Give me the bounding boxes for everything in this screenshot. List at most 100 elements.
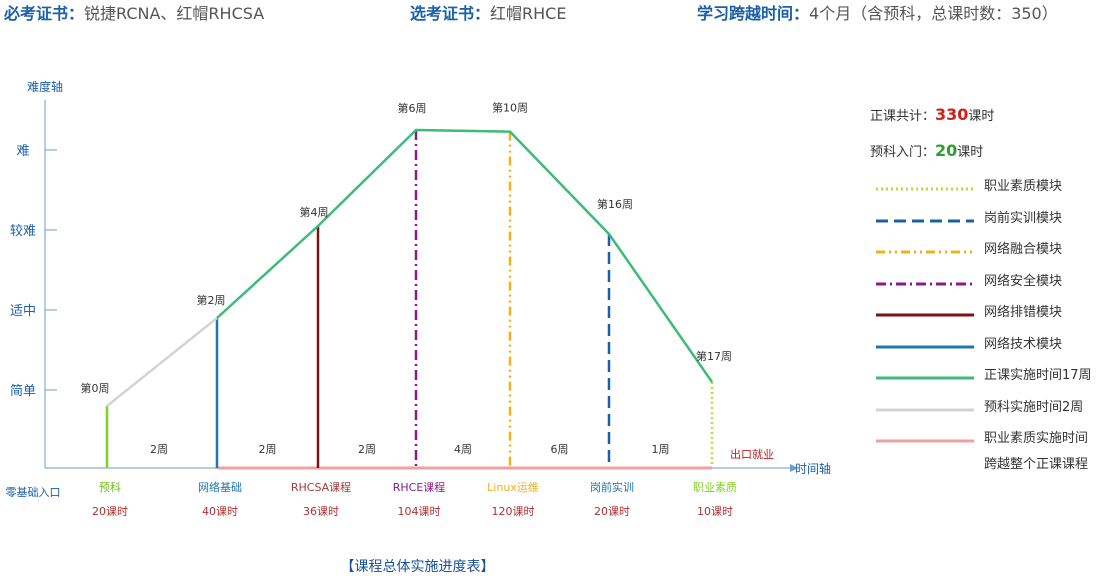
week-label: 第17周 <box>696 349 732 363</box>
difficulty-curve <box>106 128 714 407</box>
optional-cert-label: 选考证书： <box>410 4 491 23</box>
exit-label: 出口就业 <box>730 447 774 461</box>
pre-hours-stat: 预科入门：20课时 <box>870 136 1100 172</box>
optional-cert-value: 红帽RHCE <box>490 4 567 23</box>
legend-list: 职业素质模块 岗前实训模块 网络融合模块 网络安全模块 网络排错模块 网络技术模块正课实施… <box>870 178 1100 472</box>
module-name: 网络基础 <box>198 480 242 494</box>
legend-swatch <box>876 345 974 348</box>
legend-swatch <box>876 439 974 443</box>
module-hours: 20课时 <box>594 505 630 518</box>
duration-label: 4周 <box>454 443 472 456</box>
legend-label-line: 网络技术模块 <box>984 336 1063 352</box>
main-hours-stat: 正课共计：330课时 <box>870 100 1100 136</box>
module-hours: 104课时 <box>398 505 441 518</box>
legend-item: 正课实施时间17周 <box>870 367 1100 399</box>
optional-cert: 选考证书：红帽RHCE <box>410 0 566 24</box>
y-tick-label: 简单 <box>10 383 36 399</box>
module-name: 职业素质 <box>693 481 737 494</box>
module-hours: 40课时 <box>202 505 238 518</box>
module-hours: 10课时 <box>697 505 733 518</box>
legend-item: 岗前实训模块 <box>870 210 1100 242</box>
duration-label: 6周 <box>551 443 569 456</box>
module-hours: 36课时 <box>303 505 339 518</box>
pre-hours-suffix: 课时 <box>957 145 984 160</box>
week-label: 第2周 <box>197 293 226 307</box>
legend-item: 网络技术模块 <box>870 336 1100 368</box>
legend-label: 预科实施时间2周 <box>984 399 1083 417</box>
module-hours: 120课时 <box>492 505 535 518</box>
legend-item: 网络融合模块 <box>870 241 1100 273</box>
chart-caption: 【课程总体实施进度表】 <box>340 559 495 575</box>
legend-label-line: 正课实施时间17周 <box>984 368 1092 383</box>
module-lines <box>105 130 714 470</box>
main-hours-prefix: 正课共计： <box>870 109 936 124</box>
legend-label: 网络融合模块 <box>984 241 1062 259</box>
y-tick-label: 适中 <box>10 304 36 319</box>
legend-label-line: 职业素质模块 <box>984 179 1063 194</box>
legend-label: 正课实施时间17周 <box>984 367 1092 385</box>
y-tick-label: 难 <box>16 144 29 159</box>
week-label: 第6周 <box>398 101 427 115</box>
module-name: Linux运维 <box>487 481 539 494</box>
study-time: 学习跨越时间：4个月（含预科，总课时数：350） <box>697 0 1058 24</box>
legend-item: 职业素质模块 <box>870 178 1100 210</box>
legend-swatch <box>876 282 974 285</box>
legend-label-line: 预科实施时间2周 <box>984 399 1084 415</box>
required-cert-label: 必考证书： <box>4 4 85 23</box>
curve-segment <box>106 317 218 407</box>
duration-label: 2周 <box>150 443 168 456</box>
legend-panel: 正课共计：330课时 预科入门：20课时 职业素质模块 岗前实训模块 网络融合模块网… <box>870 100 1100 472</box>
study-time-value: 4个月（含预科，总课时数：350） <box>809 4 1058 23</box>
module-name: 预科 <box>99 480 121 494</box>
week-label: 第10周 <box>492 101 528 115</box>
legend-label: 网络排错模块 <box>984 304 1062 322</box>
main-hours-suffix: 课时 <box>968 109 995 124</box>
legend-swatch <box>876 313 974 317</box>
legend-swatch <box>876 187 974 191</box>
y-axis-title: 难度轴 <box>27 79 63 94</box>
legend-swatch <box>876 250 974 254</box>
legend-swatch <box>876 408 974 411</box>
required-cert: 必考证书：锐捷RCNA、红帽RHCSA <box>4 0 264 24</box>
duration-label: 1周 <box>652 443 670 456</box>
week-label: 第16周 <box>597 197 633 211</box>
legend-label-line: 网络排错模块 <box>984 305 1063 320</box>
legend-label-line: 网络安全模块 <box>984 273 1063 289</box>
x-axis-title: 时间轴 <box>795 461 831 476</box>
legend-item: 网络排错模块 <box>870 304 1100 336</box>
legend-swatch <box>876 219 974 222</box>
legend-label-line: 网络融合模块 <box>984 242 1063 257</box>
curve-segment <box>216 128 714 383</box>
legend-item: 职业素质实施时间 跨越整个正课课程 <box>870 430 1100 472</box>
y-tick-label: 较难 <box>10 224 36 239</box>
required-cert-value: 锐捷RCNA、红帽RHCSA <box>84 4 265 23</box>
study-time-label: 学习跨越时间： <box>697 4 810 23</box>
legend-label-line: 职业素质实施时间 <box>984 431 1089 446</box>
week-label: 第4周 <box>300 205 329 219</box>
module-name: 岗前实训 <box>590 480 634 494</box>
pre-hours-prefix: 预科入门： <box>870 145 936 160</box>
header-bar: 必考证书：锐捷RCNA、红帽RHCSA 选考证书：红帽RHCE 学习跨越时间：4… <box>0 0 1100 24</box>
legend-item: 网络安全模块 <box>870 273 1100 305</box>
week-label: 第0周 <box>81 381 110 395</box>
legend-label: 岗前实训模块 <box>984 210 1062 228</box>
legend-label: 网络安全模块 <box>984 273 1062 291</box>
legend-label: 职业素质实施时间 跨越整个正课课程 <box>984 430 1088 474</box>
x-axis-arrow <box>790 464 798 472</box>
module-hours: 20课时 <box>92 505 128 518</box>
origin-label: 零基础入口 <box>6 486 61 499</box>
duration-label: 2周 <box>259 443 277 456</box>
main-hours-value: 330 <box>935 105 969 124</box>
module-name: RHCSA课程 <box>291 481 351 494</box>
duration-label: 2周 <box>358 443 376 456</box>
legend-item: 预科实施时间2周 <box>870 399 1100 431</box>
legend-label: 职业素质模块 <box>984 178 1062 196</box>
legend-label-line: 岗前实训模块 <box>984 210 1063 226</box>
pre-hours-value: 20 <box>935 141 958 160</box>
module-name: RHCE课程 <box>393 481 446 494</box>
legend-label-line: 跨越整个正课课程 <box>984 457 1089 472</box>
legend-label: 网络技术模块 <box>984 336 1062 354</box>
